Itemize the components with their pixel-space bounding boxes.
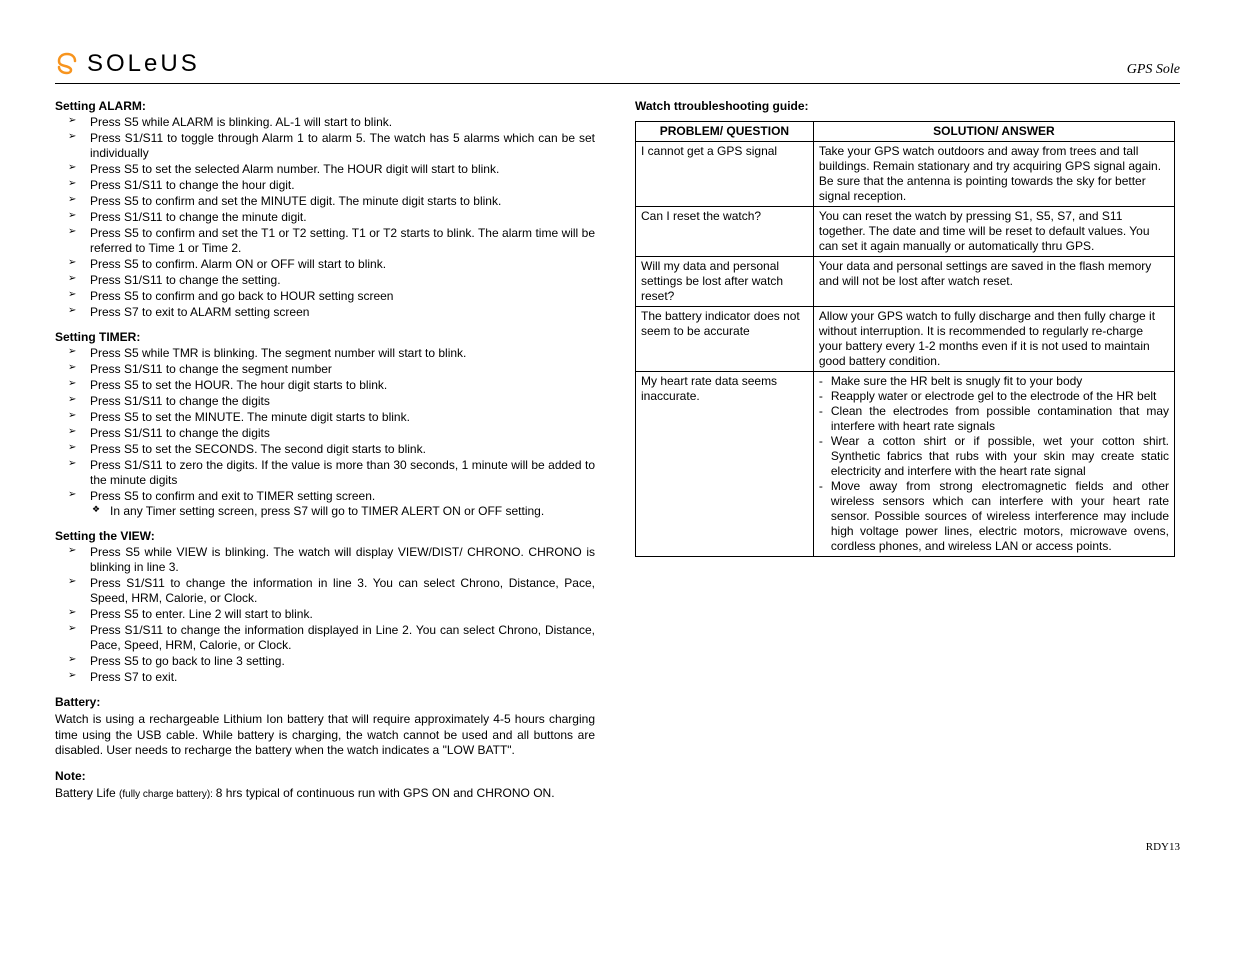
list-item: Press S1/S11 to change the segment numbe… bbox=[90, 362, 595, 377]
list-item: Press S5 while VIEW is blinking. The wat… bbox=[90, 545, 595, 575]
solution-cell: Your data and personal settings are save… bbox=[813, 257, 1174, 307]
battery-text: Watch is using a rechargeable Lithium Io… bbox=[55, 712, 595, 759]
note-main: 8 hrs typical bbox=[216, 786, 283, 800]
sub-list: In any Timer setting screen, press S7 wi… bbox=[90, 504, 595, 519]
col-solution: SOLUTION/ ANSWER bbox=[813, 122, 1174, 142]
alarm-heading: Setting ALARM: bbox=[55, 99, 595, 113]
problem-cell: Will my data and personal settings be lo… bbox=[636, 257, 814, 307]
note-prefix: Battery Life bbox=[55, 786, 119, 800]
problem-cell: Can I reset the watch? bbox=[636, 207, 814, 257]
list-item: Press S1/S11 to change the information i… bbox=[90, 576, 595, 606]
list-item: Clean the electrodes from possible conta… bbox=[831, 404, 1169, 434]
page-header: SOLeUS GPS Sole bbox=[55, 50, 1180, 84]
note-rest: of continuous run with GPS ON and CHRONO… bbox=[283, 786, 554, 800]
list-item: Press S1/S11 to toggle through Alarm 1 t… bbox=[90, 131, 595, 161]
table-row: Can I reset the watch?You can reset the … bbox=[636, 207, 1175, 257]
right-column: Watch ttroubleshooting guide: PROBLEM/ Q… bbox=[635, 99, 1175, 801]
list-item: Press S1/S11 to change the minute digit. bbox=[90, 210, 595, 225]
list-item: Press S5 to confirm and set the MINUTE d… bbox=[90, 194, 595, 209]
list-item: Press S7 to exit to ALARM setting screen bbox=[90, 305, 595, 320]
list-item: Press S5 to set the HOUR. The hour digit… bbox=[90, 378, 595, 393]
list-item: Press S5 to confirm and set the T1 or T2… bbox=[90, 226, 595, 256]
list-item: Press S5 to confirm. Alarm ON or OFF wil… bbox=[90, 257, 595, 272]
note-small: (fully charge battery): bbox=[119, 789, 216, 800]
list-item: Press S5 to confirm and go back to HOUR … bbox=[90, 289, 595, 304]
solution-cell: Make sure the HR belt is snugly fit to y… bbox=[813, 372, 1174, 557]
view-list: Press S5 while VIEW is blinking. The wat… bbox=[55, 545, 595, 685]
table-row: I cannot get a GPS signalTake your GPS w… bbox=[636, 142, 1175, 207]
list-item: Press S7 to exit. bbox=[90, 670, 595, 685]
timer-list: Press S5 while TMR is blinking. The segm… bbox=[55, 346, 595, 519]
list-item: In any Timer setting screen, press S7 wi… bbox=[110, 504, 595, 519]
list-item: Press S5 while TMR is blinking. The segm… bbox=[90, 346, 595, 361]
soleus-icon bbox=[55, 52, 79, 76]
list-item: Press S5 to enter. Line 2 will start to … bbox=[90, 607, 595, 622]
alarm-list: Press S5 while ALARM is blinking. AL-1 w… bbox=[55, 115, 595, 320]
list-item: Press S1/S11 to change the hour digit. bbox=[90, 178, 595, 193]
troubleshoot-heading: Watch ttroubleshooting guide: bbox=[635, 99, 1175, 113]
solution-bullets: Make sure the HR belt is snugly fit to y… bbox=[819, 374, 1169, 554]
list-item: Press S5 while ALARM is blinking. AL-1 w… bbox=[90, 115, 595, 130]
list-item: Press S1/S11 to change the information d… bbox=[90, 623, 595, 653]
col-problem: PROBLEM/ QUESTION bbox=[636, 122, 814, 142]
content-area: Setting ALARM: Press S5 while ALARM is b… bbox=[55, 99, 1180, 801]
timer-heading: Setting TIMER: bbox=[55, 330, 595, 344]
left-column: Setting ALARM: Press S5 while ALARM is b… bbox=[55, 99, 595, 801]
view-heading: Setting the VIEW: bbox=[55, 529, 595, 543]
list-item: Make sure the HR belt is snugly fit to y… bbox=[831, 374, 1169, 389]
solution-cell: You can reset the watch by pressing S1, … bbox=[813, 207, 1174, 257]
list-item: Press S5 to set the SECONDS. The second … bbox=[90, 442, 595, 457]
list-item: Reapply water or electrode gel to the el… bbox=[831, 389, 1169, 404]
problem-cell: My heart rate data seems inaccurate. bbox=[636, 372, 814, 557]
battery-heading: Battery: bbox=[55, 695, 595, 709]
brand-logo: SOLeUS bbox=[55, 50, 200, 78]
troubleshoot-table: PROBLEM/ QUESTION SOLUTION/ ANSWER I can… bbox=[635, 121, 1175, 557]
list-item: Press S1/S11 to change the digits bbox=[90, 426, 595, 441]
list-item: Press S5 to confirm and exit to TIMER se… bbox=[90, 489, 595, 519]
table-row: The battery indicator does not seem to b… bbox=[636, 307, 1175, 372]
list-item: Press S5 to go back to line 3 setting. bbox=[90, 654, 595, 669]
note-heading: Note: bbox=[55, 769, 595, 783]
table-header-row: PROBLEM/ QUESTION SOLUTION/ ANSWER bbox=[636, 122, 1175, 142]
list-item: Press S1/S11 to change the setting. bbox=[90, 273, 595, 288]
table-row: My heart rate data seems inaccurate. Make… bbox=[636, 372, 1175, 557]
list-item: Press S5 to set the selected Alarm numbe… bbox=[90, 162, 595, 177]
product-name: GPS Sole bbox=[1127, 62, 1180, 78]
list-item: Press S5 to set the MINUTE. The minute d… bbox=[90, 410, 595, 425]
list-item: Wear a cotton shirt or if possible, wet … bbox=[831, 434, 1169, 479]
brand-name: SOLeUS bbox=[87, 50, 200, 78]
solution-cell: Allow your GPS watch to fully discharge … bbox=[813, 307, 1174, 372]
page-footer: RDY13 bbox=[55, 841, 1180, 853]
problem-cell: I cannot get a GPS signal bbox=[636, 142, 814, 207]
solution-cell: Take your GPS watch outdoors and away fr… bbox=[813, 142, 1174, 207]
table-row: Will my data and personal settings be lo… bbox=[636, 257, 1175, 307]
table-body: I cannot get a GPS signalTake your GPS w… bbox=[636, 142, 1175, 557]
problem-cell: The battery indicator does not seem to b… bbox=[636, 307, 814, 372]
list-item: Press S1/S11 to change the digits bbox=[90, 394, 595, 409]
note-text: Battery Life (fully charge battery): 8 h… bbox=[55, 786, 595, 802]
list-item: Press S1/S11 to zero the digits. If the … bbox=[90, 458, 595, 488]
list-item: Move away from strong electromagnetic fi… bbox=[831, 479, 1169, 554]
